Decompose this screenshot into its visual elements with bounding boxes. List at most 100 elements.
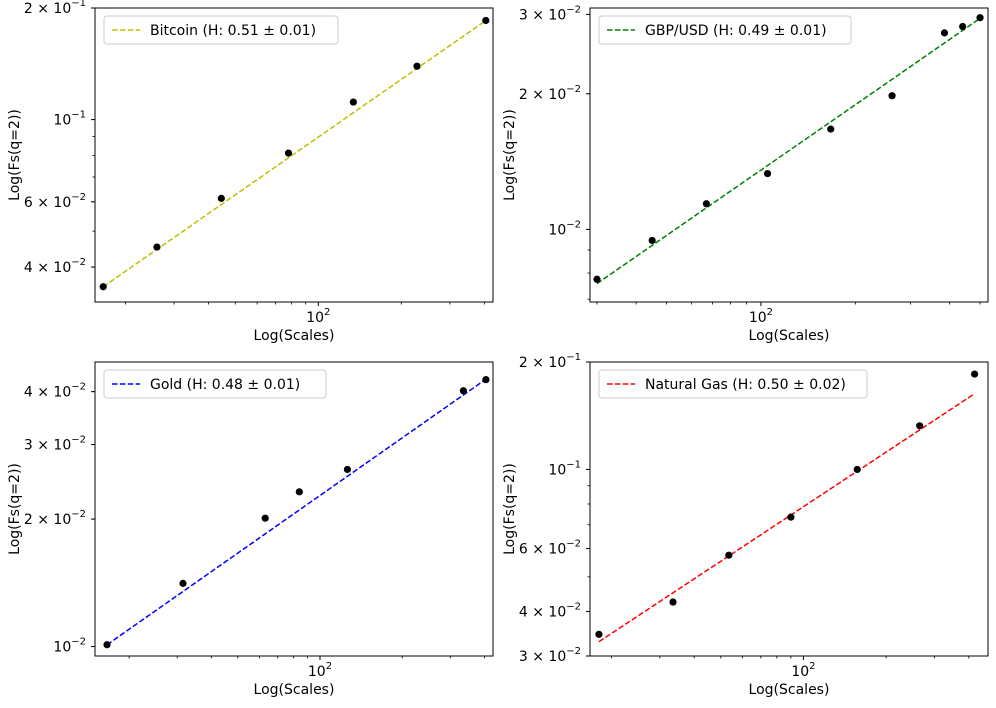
x-axis-label: Log(Scales) xyxy=(749,328,830,344)
legend-box xyxy=(103,15,339,45)
data-point xyxy=(482,376,490,384)
y-tick-label-base: 10 xyxy=(548,222,566,238)
x-tick-label: 102 xyxy=(791,661,815,680)
y-tick-label: 2 × 10−2 xyxy=(24,509,86,528)
y-tick-label-base: 2 × 10 xyxy=(24,1,71,17)
data-point xyxy=(295,488,303,496)
y-tick-label: 3 × 10−2 xyxy=(519,646,581,665)
y-tick-label-exponent: −2 xyxy=(71,435,86,446)
data-point xyxy=(99,283,107,291)
axes-frame xyxy=(589,361,989,657)
data-point xyxy=(459,387,467,395)
axes-frame xyxy=(94,361,494,657)
data-point xyxy=(888,92,896,100)
data-point xyxy=(853,465,861,474)
y-tick-label-exponent: −2 xyxy=(566,646,581,657)
y-tick-label: 3 × 10−2 xyxy=(24,435,86,454)
x-tick-label-base: 10 xyxy=(791,664,809,680)
data-point xyxy=(702,200,710,208)
y-tick-label-exponent: −1 xyxy=(566,459,581,470)
data-point xyxy=(916,422,924,430)
y-tick-label-base: 2 × 10 xyxy=(519,355,566,371)
data-point xyxy=(413,62,421,70)
data-point xyxy=(725,551,733,559)
x-axis-label: Log(Scales) xyxy=(254,328,335,344)
y-tick-label-base: 10 xyxy=(53,113,71,129)
axes-frame xyxy=(94,7,494,303)
legend-box xyxy=(598,369,868,399)
fit-line xyxy=(596,17,981,285)
y-tick-label-exponent: −1 xyxy=(71,0,86,9)
data-point xyxy=(970,370,979,378)
y-tick-label-base: 3 × 10 xyxy=(519,649,566,665)
y-tick-label-base: 4 × 10 xyxy=(24,260,71,276)
y-tick-label: 4 × 10−2 xyxy=(24,382,86,401)
y-tick-label-exponent: −2 xyxy=(71,382,86,393)
y-tick-label-base: 10 xyxy=(53,640,71,656)
y-tick-label-base: 2 × 10 xyxy=(24,512,71,528)
y-tick-label-exponent: −2 xyxy=(566,539,581,550)
data-point xyxy=(976,14,984,22)
y-tick-label-exponent: −1 xyxy=(566,352,581,363)
y-tick-label: 10−2 xyxy=(548,219,581,238)
y-tick-label: 2 × 10−1 xyxy=(519,352,581,371)
data-point xyxy=(217,194,225,202)
y-axis-label: Log(Fs(q=2)) xyxy=(7,463,23,555)
y-tick-label-base: 4 × 10 xyxy=(519,604,566,620)
x-tick-label-exponent: 2 xyxy=(326,661,332,672)
data-point xyxy=(349,98,357,106)
y-tick-label: 2 × 10−1 xyxy=(24,0,86,17)
fit-line xyxy=(102,19,487,288)
legend-box xyxy=(103,369,327,399)
x-tick-label-exponent: 2 xyxy=(324,307,330,318)
y-tick-label-base: 4 × 10 xyxy=(24,385,71,401)
x-tick-label-base: 10 xyxy=(749,310,767,326)
y-tick-label: 3 × 10−2 xyxy=(519,4,581,23)
y-tick-label: 4 × 10−2 xyxy=(24,257,86,276)
y-tick-label-exponent: −2 xyxy=(71,637,86,648)
data-point xyxy=(593,275,601,283)
y-tick-label-exponent: −2 xyxy=(71,192,86,203)
data-point xyxy=(940,29,949,37)
y-tick-label-exponent: −2 xyxy=(566,219,581,230)
y-tick-label-exponent: −2 xyxy=(566,4,581,15)
data-point xyxy=(648,236,656,245)
x-axis-label: Log(Scales) xyxy=(254,682,335,698)
legend-label: Natural Gas (H: 0.50 ± 0.02) xyxy=(645,377,846,393)
y-tick-label-base: 6 × 10 xyxy=(24,195,71,211)
legend-box xyxy=(598,15,852,45)
x-tick-label-base: 10 xyxy=(306,310,324,326)
y-tick-label-base: 3 × 10 xyxy=(519,7,566,23)
axes-frame xyxy=(589,7,989,303)
x-tick-label-base: 10 xyxy=(308,664,326,680)
data-point xyxy=(763,169,772,178)
data-point xyxy=(103,641,111,649)
data-point xyxy=(482,16,490,25)
y-tick-label-base: 3 × 10 xyxy=(24,438,71,454)
y-tick-label: 2 × 10−2 xyxy=(519,84,581,103)
y-tick-label: 10−2 xyxy=(53,637,86,656)
x-tick-label: 102 xyxy=(308,661,332,680)
x-axis-label: Log(Scales) xyxy=(749,682,830,698)
y-axis-label: Log(Fs(q=2)) xyxy=(502,463,518,555)
y-axis-label: Log(Fs(q=2)) xyxy=(7,109,23,201)
data-point xyxy=(343,465,352,474)
y-tick-label-exponent: −2 xyxy=(566,601,581,612)
data-point xyxy=(153,243,161,251)
y-tick-label-exponent: −1 xyxy=(71,110,86,121)
data-point xyxy=(787,513,795,521)
y-tick-label: 4 × 10−2 xyxy=(519,601,581,620)
y-tick-label: 10−1 xyxy=(53,110,86,129)
y-tick-label-base: 6 × 10 xyxy=(519,542,566,558)
x-tick-label: 102 xyxy=(749,307,773,326)
data-point xyxy=(179,579,187,587)
x-tick-label-exponent: 2 xyxy=(767,307,773,318)
y-tick-label: 6 × 10−2 xyxy=(519,539,581,558)
data-point xyxy=(827,125,835,133)
y-tick-label-exponent: −2 xyxy=(71,257,86,268)
